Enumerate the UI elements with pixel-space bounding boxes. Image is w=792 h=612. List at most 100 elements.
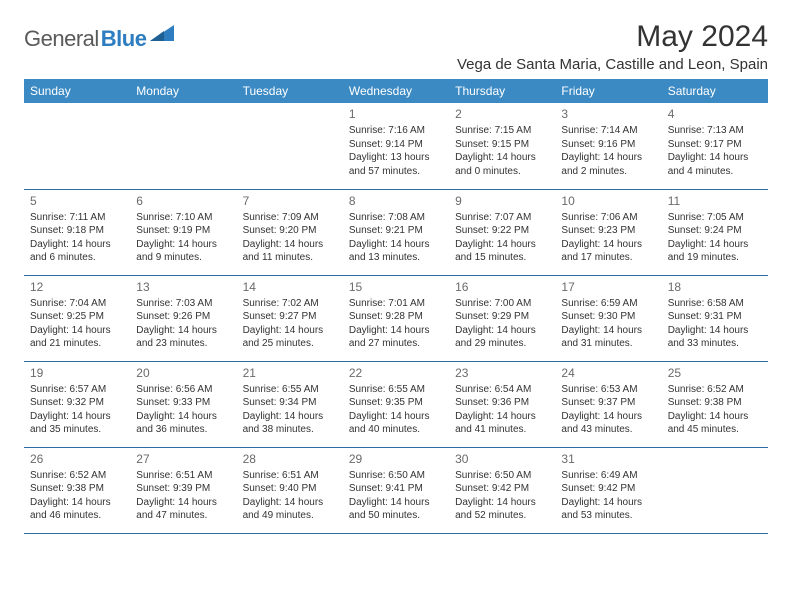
cell-sunrise: Sunrise: 7:11 AM — [30, 211, 124, 225]
cell-sunset: Sunset: 9:42 PM — [561, 482, 655, 496]
calendar-cell: 30Sunrise: 6:50 AMSunset: 9:42 PMDayligh… — [449, 447, 555, 533]
cell-daylight2: and 47 minutes. — [136, 509, 230, 523]
calendar-cell: 28Sunrise: 6:51 AMSunset: 9:40 PMDayligh… — [237, 447, 343, 533]
cell-sunrise: Sunrise: 7:09 AM — [243, 211, 337, 225]
logo-text-1: General — [24, 26, 99, 52]
cell-daylight2: and 49 minutes. — [243, 509, 337, 523]
cell-sunrise: Sunrise: 6:55 AM — [243, 383, 337, 397]
cell-sunset: Sunset: 9:19 PM — [136, 224, 230, 238]
location: Vega de Santa Maria, Castille and Leon, … — [457, 56, 768, 73]
cell-sunrise: Sunrise: 6:52 AM — [30, 469, 124, 483]
calendar-cell: 27Sunrise: 6:51 AMSunset: 9:39 PMDayligh… — [130, 447, 236, 533]
day-number: 20 — [136, 365, 230, 381]
cell-sunrise: Sunrise: 6:54 AM — [455, 383, 549, 397]
cell-sunrise: Sunrise: 6:49 AM — [561, 469, 655, 483]
cell-daylight2: and 41 minutes. — [455, 423, 549, 437]
cell-sunset: Sunset: 9:27 PM — [243, 310, 337, 324]
cell-daylight1: Daylight: 14 hours — [30, 324, 124, 338]
cell-sunrise: Sunrise: 6:53 AM — [561, 383, 655, 397]
cell-sunset: Sunset: 9:33 PM — [136, 396, 230, 410]
calendar-cell: 20Sunrise: 6:56 AMSunset: 9:33 PMDayligh… — [130, 361, 236, 447]
calendar-cell: 2Sunrise: 7:15 AMSunset: 9:15 PMDaylight… — [449, 103, 555, 189]
cell-sunrise: Sunrise: 7:06 AM — [561, 211, 655, 225]
calendar-cell: 7 Sunrise: 7:09 AMSunset: 9:20 PMDaylight… — [237, 189, 343, 275]
day-number: 7 — [243, 193, 337, 209]
day-number: 14 — [243, 279, 337, 295]
cell-daylight2: and 4 minutes. — [668, 165, 762, 179]
day-number: 29 — [349, 451, 443, 467]
cell-daylight1: Daylight: 14 hours — [668, 410, 762, 424]
day-number: 12 — [30, 279, 124, 295]
day-number: 4 — [668, 106, 762, 122]
cell-daylight2: and 35 minutes. — [30, 423, 124, 437]
day-number: 31 — [561, 451, 655, 467]
cell-daylight2: and 31 minutes. — [561, 337, 655, 351]
cell-daylight2: and 25 minutes. — [243, 337, 337, 351]
day-number: 24 — [561, 365, 655, 381]
day-number: 27 — [136, 451, 230, 467]
cell-sunset: Sunset: 9:39 PM — [136, 482, 230, 496]
cell-sunrise: Sunrise: 7:13 AM — [668, 124, 762, 138]
cell-sunset: Sunset: 9:37 PM — [561, 396, 655, 410]
cell-sunset: Sunset: 9:17 PM — [668, 138, 762, 152]
cell-daylight1: Daylight: 14 hours — [668, 324, 762, 338]
cell-daylight2: and 52 minutes. — [455, 509, 549, 523]
cell-daylight1: Daylight: 14 hours — [243, 324, 337, 338]
day-number: 25 — [668, 365, 762, 381]
cell-daylight1: Daylight: 14 hours — [243, 410, 337, 424]
weekday-header: Saturday — [662, 79, 768, 103]
cell-daylight1: Daylight: 14 hours — [455, 151, 549, 165]
cell-sunrise: Sunrise: 6:50 AM — [455, 469, 549, 483]
cell-sunrise: Sunrise: 6:58 AM — [668, 297, 762, 311]
weekday-header: Tuesday — [237, 79, 343, 103]
header-right: May 2024 Vega de Santa Maria, Castille a… — [457, 20, 768, 73]
cell-daylight2: and 29 minutes. — [455, 337, 549, 351]
cell-daylight1: Daylight: 14 hours — [243, 496, 337, 510]
calendar-head: SundayMondayTuesdayWednesdayThursdayFrid… — [24, 79, 768, 103]
cell-sunrise: Sunrise: 7:00 AM — [455, 297, 549, 311]
cell-sunset: Sunset: 9:38 PM — [30, 482, 124, 496]
calendar-cell: 19Sunrise: 6:57 AMSunset: 9:32 PMDayligh… — [24, 361, 130, 447]
weekday-header: Sunday — [24, 79, 130, 103]
cell-sunset: Sunset: 9:31 PM — [668, 310, 762, 324]
cell-sunrise: Sunrise: 7:15 AM — [455, 124, 549, 138]
day-number: 17 — [561, 279, 655, 295]
cell-daylight1: Daylight: 14 hours — [349, 324, 443, 338]
calendar-cell: 8Sunrise: 7:08 AMSunset: 9:21 PMDaylight… — [343, 189, 449, 275]
day-number: 19 — [30, 365, 124, 381]
cell-sunset: Sunset: 9:21 PM — [349, 224, 443, 238]
cell-daylight1: Daylight: 14 hours — [30, 410, 124, 424]
cell-daylight1: Daylight: 14 hours — [561, 238, 655, 252]
cell-sunrise: Sunrise: 6:50 AM — [349, 469, 443, 483]
calendar-cell: 18Sunrise: 6:58 AMSunset: 9:31 PMDayligh… — [662, 275, 768, 361]
cell-daylight2: and 6 minutes. — [30, 251, 124, 265]
cell-daylight2: and 57 minutes. — [349, 165, 443, 179]
calendar-cell: 23Sunrise: 6:54 AMSunset: 9:36 PMDayligh… — [449, 361, 555, 447]
day-number: 28 — [243, 451, 337, 467]
cell-sunset: Sunset: 9:41 PM — [349, 482, 443, 496]
cell-daylight1: Daylight: 14 hours — [349, 238, 443, 252]
cell-sunset: Sunset: 9:14 PM — [349, 138, 443, 152]
cell-daylight2: and 33 minutes. — [668, 337, 762, 351]
day-number: 9 — [455, 193, 549, 209]
calendar-cell: 4Sunrise: 7:13 AMSunset: 9:17 PMDaylight… — [662, 103, 768, 189]
cell-sunset: Sunset: 9:20 PM — [243, 224, 337, 238]
cell-daylight2: and 2 minutes. — [561, 165, 655, 179]
weekday-header: Thursday — [449, 79, 555, 103]
cell-daylight1: Daylight: 14 hours — [136, 238, 230, 252]
cell-daylight1: Daylight: 14 hours — [455, 238, 549, 252]
calendar-cell — [24, 103, 130, 189]
cell-sunrise: Sunrise: 7:07 AM — [455, 211, 549, 225]
cell-daylight1: Daylight: 14 hours — [243, 238, 337, 252]
day-number: 10 — [561, 193, 655, 209]
cell-daylight1: Daylight: 14 hours — [455, 324, 549, 338]
calendar-cell: 29Sunrise: 6:50 AMSunset: 9:41 PMDayligh… — [343, 447, 449, 533]
cell-daylight2: and 27 minutes. — [349, 337, 443, 351]
cell-sunrise: Sunrise: 6:56 AM — [136, 383, 230, 397]
calendar-cell: 11Sunrise: 7:05 AMSunset: 9:24 PMDayligh… — [662, 189, 768, 275]
cell-daylight1: Daylight: 14 hours — [349, 410, 443, 424]
cell-daylight1: Daylight: 14 hours — [561, 496, 655, 510]
calendar-cell: 10Sunrise: 7:06 AMSunset: 9:23 PMDayligh… — [555, 189, 661, 275]
day-number: 8 — [349, 193, 443, 209]
cell-daylight1: Daylight: 14 hours — [668, 238, 762, 252]
